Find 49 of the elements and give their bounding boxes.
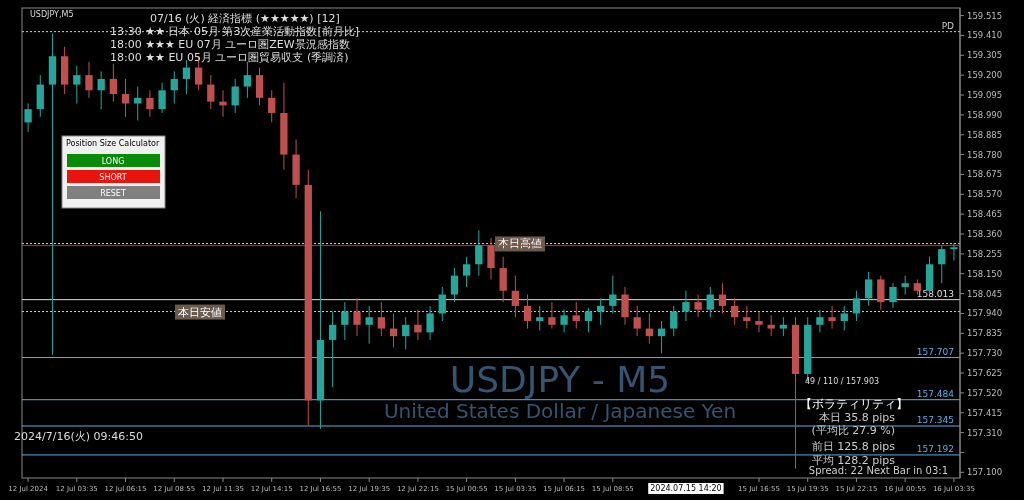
annotation: 前日 125.8 pips <box>811 440 895 453</box>
ref-line-label: 157.707 <box>916 346 954 357</box>
ref-line-label: 157.345 <box>916 414 954 425</box>
y-tick-label: 158.150 <box>967 268 1003 279</box>
y-tick-label: 157.730 <box>967 348 1003 359</box>
y-tick-label: 159.410 <box>967 30 1003 41</box>
annotation: 【ボラティリティ】 <box>800 397 908 411</box>
chart-title: USDJPY,M5 <box>30 10 74 19</box>
y-tick-label: 157.310 <box>967 427 1003 438</box>
y-tick-label: 159.515 <box>967 10 1003 21</box>
y-tick-label: 158.990 <box>967 109 1003 120</box>
annotation: RESET <box>100 189 126 198</box>
annotation: Spread: 22 Next Bar in 03:1 <box>808 465 948 476</box>
y-tick-label: 158.045 <box>967 288 1003 299</box>
y-tick-label: 158.780 <box>967 149 1003 160</box>
ref-line-label: 158.013 <box>916 288 954 299</box>
annotation: 07/16 (火) 経済指標 (★★★★★) [12] <box>150 12 340 25</box>
annotation: 18:00 ★★★ EU 07月 ユーロ圏ZEW景況感指数 <box>110 38 350 51</box>
annotation: 49 / 110 / 157.903 <box>805 377 880 386</box>
annotation: 18:00 ★★ EU 05月 ユーロ圏貿易収支 (季調済) <box>110 51 349 64</box>
annotation: 平均 128.2 pips <box>811 454 895 467</box>
y-tick-label: 158.360 <box>967 229 1003 240</box>
y-tick-label: 158.255 <box>967 248 1003 259</box>
annotation: 13:30 ★★ 日本 05月 第3次産業活動指数[前月比] <box>110 25 359 38</box>
annotation: 2024/7/16(火) 09:46:50 <box>14 430 143 443</box>
annotation: SHORT <box>99 173 127 182</box>
y-tick-label: 157.520 <box>967 387 1003 398</box>
y-tick-label: 159.200 <box>967 70 1003 81</box>
annotation: Position Size Calculator <box>66 139 160 148</box>
ref-line-label: 157.192 <box>916 443 954 454</box>
ref-line-label: 157.484 <box>916 388 955 399</box>
y-tick-label: 158.675 <box>967 169 1003 180</box>
annotation: USDJPY - M5 <box>449 359 671 400</box>
y-tick-label: 157.625 <box>967 368 1003 379</box>
y-tick-label: 159.095 <box>967 90 1003 100</box>
y-tick-label: 158.570 <box>967 189 1003 200</box>
y-tick-label: 157.940 <box>967 308 1003 319</box>
ref-line-label: PD <box>941 20 955 31</box>
y-tick-label: 157.415 <box>967 407 1003 418</box>
annotation: 本日 35.8 pips <box>818 411 895 424</box>
annotation: LONG <box>101 157 125 166</box>
annotation: 2024.07.15 14:20 <box>648 483 724 494</box>
y-tick-label: 159.305 <box>967 50 1003 61</box>
annotation: (平均比 27.9 %) <box>811 424 895 437</box>
y-tick-label: 158.885 <box>967 129 1003 140</box>
annotation: United States Dollar / Japanese Yen <box>383 399 737 423</box>
y-tick-label: 157.100 <box>967 467 1003 478</box>
y-tick-label: 157.835 <box>967 328 1003 339</box>
y-tick-label: 158.465 <box>967 209 1003 220</box>
